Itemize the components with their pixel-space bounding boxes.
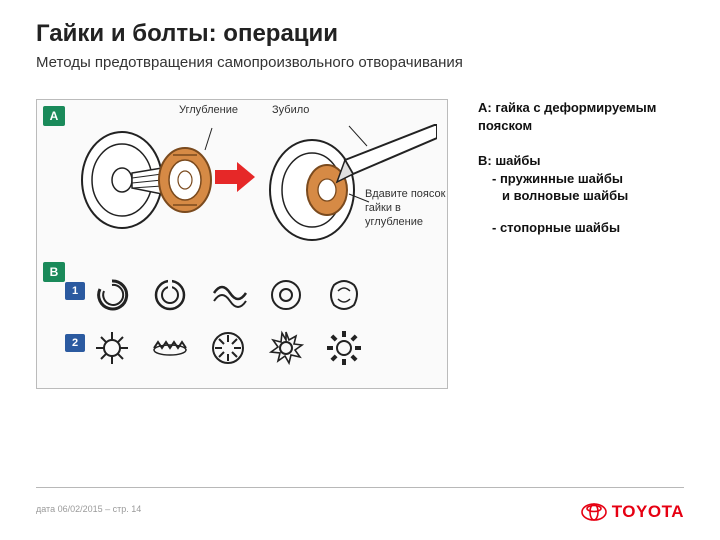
serrated-washer-side-icon (150, 328, 190, 368)
badge-section-a: A (43, 106, 65, 126)
nut-before-icon (77, 120, 227, 240)
desc-b-head: B: шайбы (478, 152, 684, 170)
desc-b-sub2: - стопорные шайбы (478, 219, 684, 237)
star-washer-icon (266, 328, 306, 368)
desc-a-line2: пояском (478, 117, 684, 135)
brand-logo: TOYOTA (581, 502, 684, 522)
internal-tooth-washer-icon (208, 328, 248, 368)
desc-a-line1: A: гайка с деформируемым (478, 99, 684, 117)
page-subtitle: Методы предотвращения самопроизвольного … (36, 54, 684, 71)
brand-text: TOYOTA (612, 502, 684, 522)
label-recess: Углубление (179, 104, 238, 116)
split-washer-icon (150, 275, 190, 315)
spring-washer-icon (92, 275, 132, 315)
gear-washer-icon (324, 328, 364, 368)
description-column: A: гайка с деформируемым пояском B: шайб… (478, 99, 684, 389)
toyota-emblem-icon (581, 503, 607, 521)
wave-washer-icon (324, 275, 364, 315)
external-tooth-washer-icon (92, 328, 132, 368)
desc-b-sub1a: - пружинные шайбы (478, 170, 684, 188)
body: A B 1 2 Углубление Зубило Вдавите поясок… (36, 99, 684, 389)
page-title: Гайки и болты: операции (36, 20, 684, 48)
washers-row-1 (92, 275, 364, 315)
wave-washer-side-icon (208, 275, 248, 315)
footer-date-page: дата 06/02/2015 – стр. 14 (36, 504, 141, 514)
footer-divider (36, 487, 684, 488)
badge-row-2: 2 (65, 334, 85, 352)
nut-after-icon (257, 124, 437, 254)
washers-row-2 (92, 328, 364, 368)
flat-washer-icon (266, 275, 306, 315)
figure-panel: A B 1 2 Углубление Зубило Вдавите поясок… (36, 99, 448, 389)
badge-row-1: 1 (65, 282, 85, 300)
badge-section-b: B (43, 262, 65, 282)
slide: Гайки и болты: операции Методы предотвра… (0, 0, 720, 540)
label-chisel: Зубило (272, 104, 309, 116)
arrow-icon (215, 162, 255, 192)
desc-b-sub1b: и волновые шайбы (478, 187, 684, 205)
